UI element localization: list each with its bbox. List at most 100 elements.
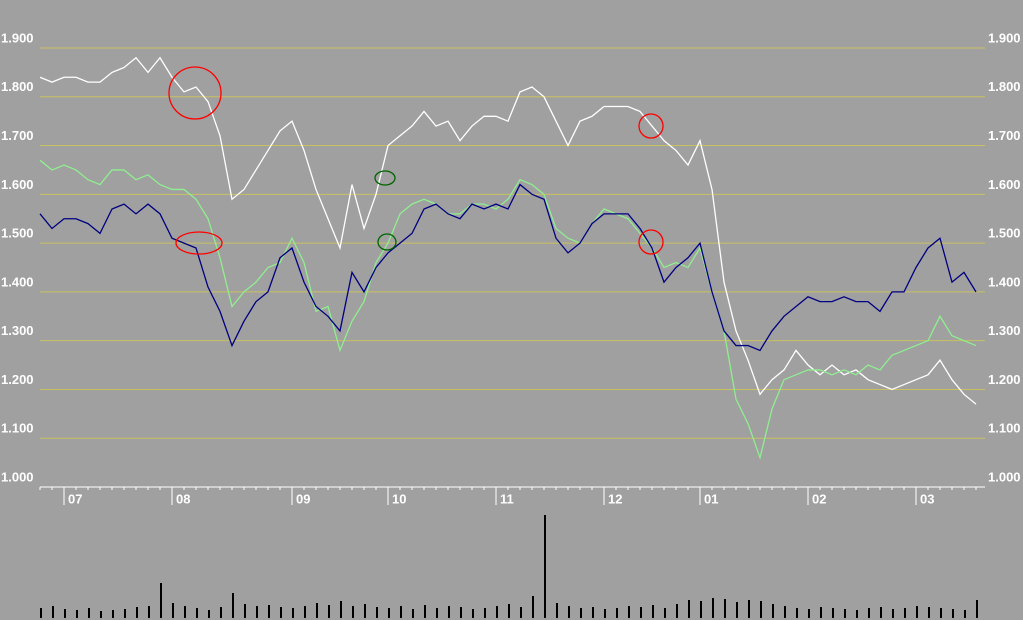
volume-bar	[424, 605, 426, 618]
x-tick-label: 12	[608, 491, 622, 506]
volume-bar	[364, 604, 366, 618]
y-tick-label: 1.400	[1, 274, 34, 289]
volume-bar	[496, 606, 498, 618]
volume-bar	[472, 609, 474, 618]
x-tick-label: 10	[392, 491, 406, 506]
x-tick-label: 08	[176, 491, 190, 506]
volume-bar	[940, 608, 942, 618]
annotation-circle	[175, 231, 223, 255]
volume-bar	[808, 609, 810, 618]
volume-bar	[568, 606, 570, 618]
volume-bar	[532, 596, 534, 618]
volume-bar	[196, 608, 198, 618]
annotation-circle	[374, 170, 396, 186]
volume-bar	[580, 608, 582, 618]
annotation-circle	[638, 229, 664, 255]
volume-bar	[280, 607, 282, 618]
annotation-circle	[168, 66, 222, 120]
volume-bar	[244, 604, 246, 618]
volume-bar	[832, 608, 834, 618]
volume-bar	[616, 608, 618, 618]
y2-tick-label: 1.100	[988, 421, 1021, 436]
y2-tick-label: 1.400	[988, 274, 1021, 289]
volume-bar	[112, 610, 114, 618]
volume-bar	[724, 599, 726, 618]
y-tick-label: 1.800	[1, 79, 34, 94]
volume-bar	[292, 608, 294, 618]
volume-bar	[304, 606, 306, 618]
annotations	[168, 66, 664, 255]
volume-bar	[400, 606, 402, 618]
volume-bar	[844, 609, 846, 618]
x-tick-label: 02	[812, 491, 826, 506]
volume-bar	[640, 607, 642, 618]
volume-bar	[820, 607, 822, 618]
volume-bar	[784, 606, 786, 618]
volume-bar	[412, 609, 414, 618]
volume-bar	[520, 607, 522, 618]
y2-tick-label: 1.300	[988, 323, 1021, 338]
volume-bar	[760, 601, 762, 618]
line-series	[39, 56, 977, 405]
line-series	[39, 183, 977, 352]
y2-tick-label: 1.000	[988, 469, 1021, 484]
y-tick-label: 1.500	[1, 226, 34, 241]
y2-tick-label: 1.800	[988, 79, 1021, 94]
volume-bar	[736, 602, 738, 618]
volume-bar	[88, 608, 90, 618]
volume-bar	[124, 609, 126, 618]
x-tick-label: 01	[704, 491, 718, 506]
volume-bar	[544, 515, 546, 618]
volume-bar	[328, 605, 330, 618]
volume-bar	[436, 608, 438, 618]
volume-bar	[40, 608, 42, 618]
volume-bar	[64, 609, 66, 618]
volume-bar	[664, 608, 666, 618]
y2-tick-label: 1.700	[988, 128, 1021, 143]
volume-bar	[652, 605, 654, 618]
volume-bar	[100, 611, 102, 618]
x-tick-label: 11	[500, 491, 514, 506]
volume-bar	[628, 606, 630, 618]
volume-bar	[352, 606, 354, 618]
y-tick-label: 1.300	[1, 323, 34, 338]
volume-bar	[508, 604, 510, 618]
volume-bar	[184, 606, 186, 618]
x-tick-label: 07	[68, 491, 82, 506]
volume-bar	[256, 606, 258, 618]
volume-bar	[76, 610, 78, 618]
volume-bar	[220, 607, 222, 618]
volume-bar	[592, 607, 594, 618]
volume-bar	[340, 601, 342, 618]
volume-bar	[316, 603, 318, 618]
volume-bar	[556, 603, 558, 618]
line-series	[39, 159, 977, 461]
y2-tick-label: 1.600	[988, 177, 1021, 192]
volume-bar	[904, 608, 906, 618]
volume-bar	[52, 606, 54, 618]
volume-bar	[460, 607, 462, 618]
volume-bar	[376, 607, 378, 618]
volume-bar	[448, 606, 450, 618]
volume-bar	[148, 606, 150, 618]
y-tick-label: 1.100	[1, 421, 34, 436]
volume-bar	[268, 605, 270, 618]
volume-bar	[688, 600, 690, 618]
y2-tick-label: 1.900	[988, 30, 1021, 45]
volume-bar	[604, 609, 606, 618]
volume-bar	[160, 583, 162, 618]
x-tick-label: 03	[920, 491, 934, 506]
volume-bar	[676, 604, 678, 618]
volume-bar	[880, 607, 882, 618]
volume-bar	[916, 606, 918, 618]
volume-bar	[712, 598, 714, 618]
volume-bar	[700, 601, 702, 618]
volume-bar	[952, 609, 954, 618]
volume-bar	[232, 593, 234, 618]
annotation-circle	[638, 113, 664, 139]
volume-bar	[892, 609, 894, 618]
annotation-circle	[377, 233, 397, 251]
